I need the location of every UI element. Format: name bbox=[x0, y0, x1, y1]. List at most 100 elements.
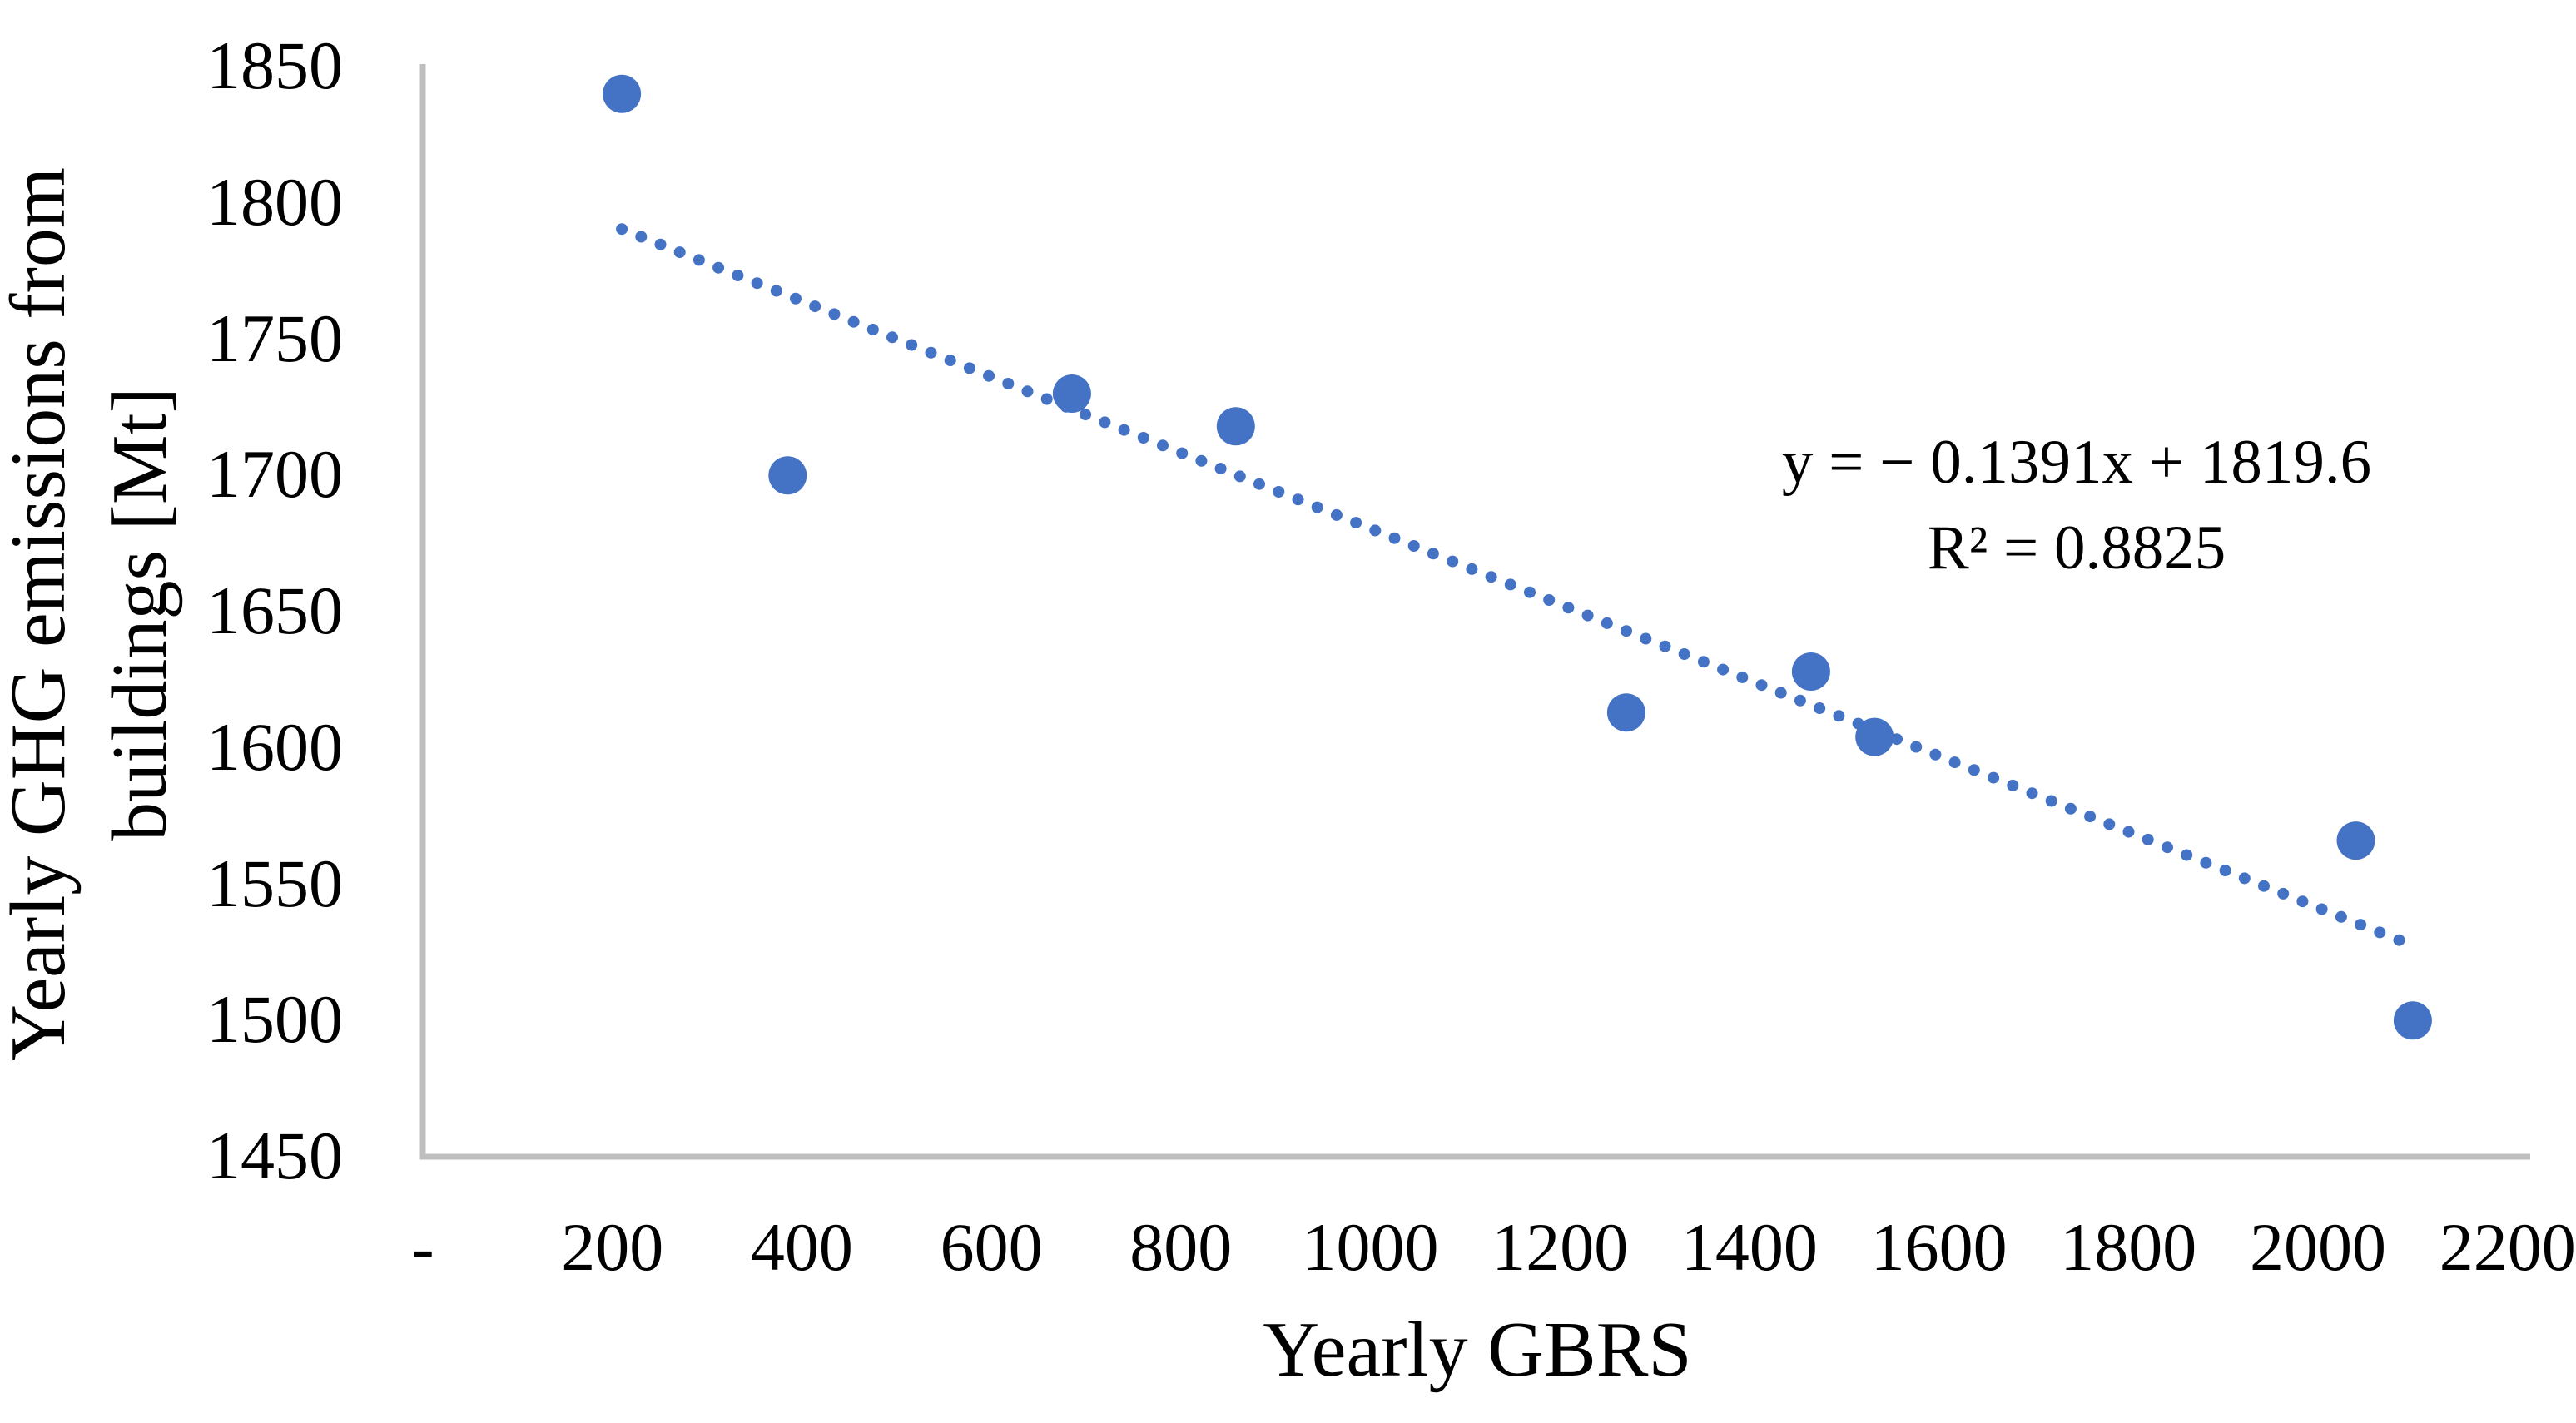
trendline-dot bbox=[1678, 648, 1690, 660]
trendline-dot bbox=[1659, 640, 1671, 652]
trendline-dot bbox=[1311, 501, 1323, 513]
scatter-point bbox=[768, 456, 807, 495]
x-tick-label: 1200 bbox=[1491, 1209, 1629, 1285]
trendline-dot bbox=[2162, 841, 2173, 854]
trendline-dot bbox=[1562, 602, 1575, 614]
trendline-dot bbox=[2355, 919, 2367, 931]
trendline-dot bbox=[1176, 447, 1189, 459]
trendline-dot bbox=[673, 246, 686, 259]
x-tick-label: 800 bbox=[1129, 1209, 1233, 1285]
x-tick-label: 1800 bbox=[2060, 1209, 2197, 1285]
trendline-dot bbox=[1988, 771, 2000, 784]
trendline-dot bbox=[1581, 609, 1594, 622]
trendline-dot bbox=[1388, 532, 1401, 544]
trendline-dot bbox=[1929, 748, 1942, 761]
x-axis-title: Yearly GBRS bbox=[1263, 1306, 1692, 1393]
trendline-dot bbox=[1910, 741, 1923, 753]
trendline-dot bbox=[1118, 424, 1130, 436]
trendline-dot bbox=[1697, 656, 1710, 668]
trendline-dot bbox=[1427, 548, 1439, 560]
trendline-dot bbox=[692, 254, 705, 266]
equation-line: y = − 0.1391x + 1819.6 bbox=[1781, 428, 2372, 497]
trendline-dot bbox=[2045, 795, 2057, 807]
trendline-dot bbox=[712, 261, 725, 274]
trendline-dot bbox=[790, 292, 802, 305]
trendline-dot bbox=[2064, 802, 2077, 815]
x-tick-label: 2000 bbox=[2250, 1209, 2386, 1285]
trendline-dot bbox=[1292, 493, 1304, 506]
trendline-dot bbox=[983, 369, 995, 382]
trendline-dot bbox=[906, 339, 918, 351]
x-tick-label: 400 bbox=[750, 1209, 853, 1285]
trendline-dot bbox=[1137, 432, 1149, 444]
y-tick-label: 1700 bbox=[206, 436, 343, 513]
trendline-equation: y = − 0.1391x + 1819.6 R² = 0.8825 bbox=[1782, 419, 2371, 591]
x-tick-label: - bbox=[411, 1209, 434, 1285]
trendline-dot bbox=[1640, 632, 1652, 645]
x-tick-label: 1600 bbox=[1870, 1209, 2008, 1285]
trendline-dot bbox=[1543, 594, 1556, 606]
trendline-dot bbox=[2277, 887, 2290, 900]
y-tick-label: 1450 bbox=[206, 1118, 343, 1193]
trendline-dot bbox=[1195, 454, 1208, 467]
trendline-dot bbox=[1891, 733, 1903, 746]
trendline-dot bbox=[2026, 787, 2038, 800]
trendline-dot bbox=[2181, 849, 2193, 861]
scatter-point bbox=[603, 74, 642, 113]
trendline-dot bbox=[1350, 517, 1362, 529]
trendline-dot bbox=[2238, 872, 2251, 885]
x-tick-label: 1400 bbox=[1680, 1209, 1818, 1285]
y-axis-title-line-1: Yearly GHG emissions from bbox=[0, 166, 82, 1062]
trendline-dot bbox=[1948, 756, 1961, 769]
trendline-dot bbox=[1774, 687, 1787, 699]
trendline-dot bbox=[2200, 856, 2212, 869]
trendline-dot bbox=[963, 362, 975, 374]
x-tick-label: 2200 bbox=[2439, 1209, 2576, 1285]
trendline-dot bbox=[1369, 524, 1382, 537]
trendline-dot bbox=[1524, 586, 1536, 598]
trendline-dot bbox=[732, 270, 744, 281]
trendline-dot bbox=[2103, 818, 2116, 830]
trendline-dot bbox=[1447, 555, 1459, 568]
scatter-point bbox=[1791, 652, 1830, 691]
trendline-dot bbox=[1814, 702, 1826, 714]
trendline-dot bbox=[635, 231, 648, 243]
trendline-dot bbox=[1968, 764, 1980, 776]
trendline-dot bbox=[2122, 826, 2135, 838]
trendline-dot bbox=[1002, 378, 1015, 389]
x-tick-label: 200 bbox=[561, 1209, 664, 1285]
trendline-dot bbox=[2007, 779, 2019, 791]
trendline-dot bbox=[1273, 486, 1285, 498]
trendline-dot bbox=[2084, 811, 2097, 823]
trendline-dot bbox=[925, 346, 937, 359]
trendline-dot bbox=[847, 315, 860, 328]
trendline-dot bbox=[1157, 439, 1169, 452]
trendline-dot bbox=[2393, 934, 2405, 946]
trendline-dot bbox=[1794, 694, 1806, 707]
trendline-dot bbox=[1330, 508, 1343, 521]
r-squared-line: R² = 0.8825 bbox=[1927, 513, 2226, 583]
trendline-dot bbox=[2296, 895, 2309, 908]
trendline-dot bbox=[751, 277, 763, 290]
trendline-dot bbox=[1485, 571, 1497, 583]
trendline-dot bbox=[1214, 463, 1227, 475]
trendline-dot bbox=[1407, 540, 1420, 552]
scatter-point bbox=[2336, 821, 2375, 860]
trendline-dot bbox=[1040, 393, 1053, 405]
trendline-dot bbox=[1466, 563, 1478, 575]
trendline-dot bbox=[886, 331, 898, 344]
trendline-dot bbox=[1233, 470, 1246, 483]
trendline-dot bbox=[1021, 385, 1034, 398]
y-tick-label: 1650 bbox=[206, 573, 343, 648]
trendline-dot bbox=[616, 223, 628, 236]
scatter-point bbox=[1855, 717, 1894, 756]
trendline-dot bbox=[809, 300, 821, 313]
trendline-dot bbox=[2374, 926, 2386, 939]
trendline-dot bbox=[828, 308, 841, 320]
trendline-dot bbox=[1253, 478, 1265, 490]
trendline-dot bbox=[770, 285, 782, 297]
trendline-dot bbox=[1736, 671, 1749, 683]
trendline-dot bbox=[1833, 710, 1845, 722]
trendline-dot bbox=[1621, 625, 1632, 637]
